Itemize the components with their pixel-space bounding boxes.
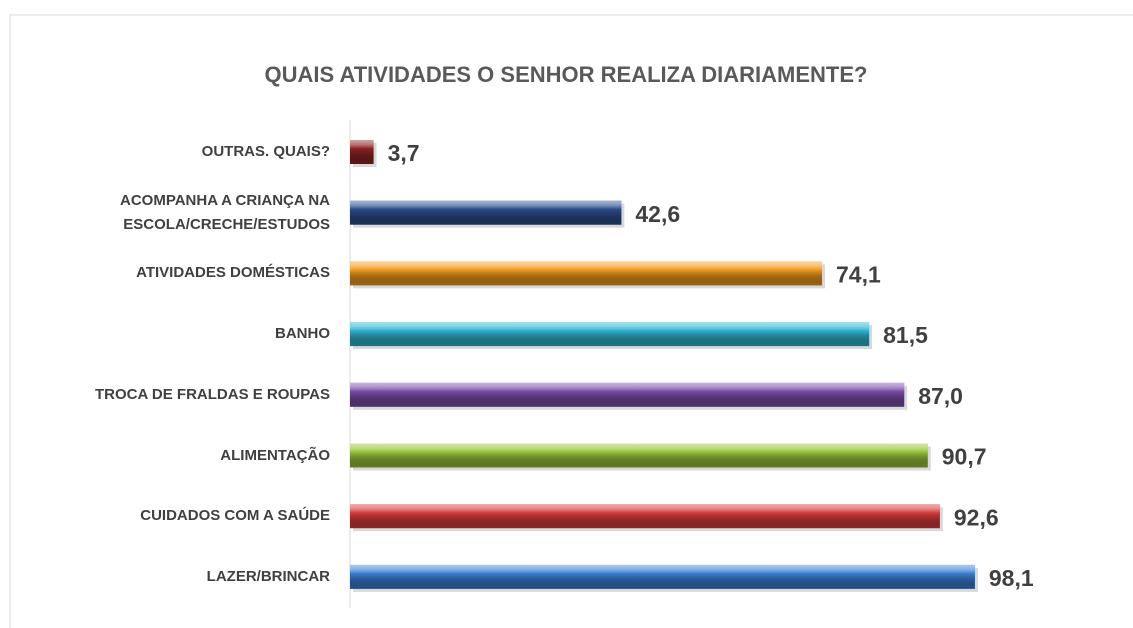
- category-label: BANHO: [275, 325, 330, 343]
- category-label: LAZER/BRINCAR: [206, 567, 330, 585]
- bar-shine: [350, 200, 622, 225]
- bar-shine: [350, 140, 374, 164]
- value-label: 81,5: [883, 322, 928, 348]
- category-label: OUTRAS. QUAIS?: [201, 143, 330, 160]
- value-label: 87,0: [918, 383, 963, 409]
- value-label: 90,7: [942, 444, 987, 470]
- bar-shine: [350, 322, 870, 347]
- category-label: CUIDADOS COM A SAÚDE: [140, 507, 330, 525]
- bar-shine: [350, 564, 975, 589]
- chart-border: [9, 14, 1133, 628]
- value-label: 92,6: [954, 504, 999, 530]
- bar-shine: [350, 443, 928, 468]
- value-label: 42,6: [635, 201, 680, 227]
- bar-shine: [350, 504, 940, 529]
- value-label: 98,1: [989, 565, 1034, 591]
- category-label: ACOMPANHA A CRIANÇA NA ESCOLA/CRECHE/EST…: [120, 191, 330, 233]
- category-label: ALIMENTAÇÃO: [220, 446, 330, 464]
- bar-shine: [350, 382, 905, 407]
- value-label: 3,7: [388, 140, 420, 166]
- category-label: ATIVIDADES DOMÉSTICAS: [136, 264, 330, 282]
- bar-shine: [350, 261, 823, 286]
- category-label: TROCA DE FRALDAS E ROUPAS: [94, 385, 330, 403]
- value-label: 74,1: [836, 261, 881, 287]
- chart-title: QUAIS ATIVIDADES O SENHOR REALIZA DIARIA…: [265, 62, 868, 87]
